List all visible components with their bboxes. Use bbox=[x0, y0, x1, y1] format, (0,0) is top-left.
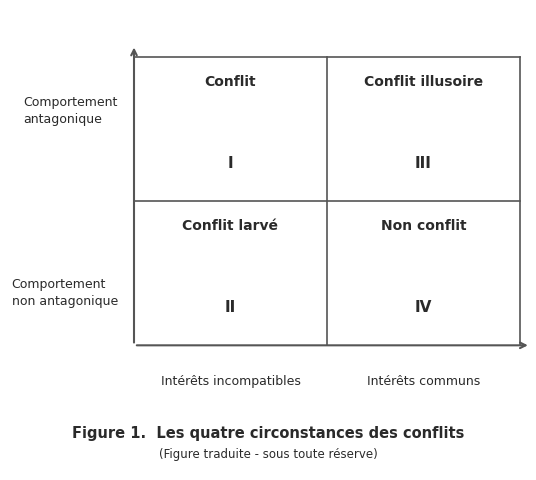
Text: I: I bbox=[228, 156, 233, 171]
Text: Comportement
non antagonique: Comportement non antagonique bbox=[12, 278, 118, 308]
Text: II: II bbox=[225, 300, 236, 315]
Text: (Figure traduite - sous toute réserve): (Figure traduite - sous toute réserve) bbox=[159, 447, 377, 460]
Text: Comportement
antagonique: Comportement antagonique bbox=[24, 96, 118, 125]
Text: Conflit: Conflit bbox=[205, 74, 256, 88]
Text: III: III bbox=[415, 156, 432, 171]
Text: Figure 1.  Les quatre circonstances des conflits: Figure 1. Les quatre circonstances des c… bbox=[72, 425, 464, 440]
Text: Intérêts incompatibles: Intérêts incompatibles bbox=[161, 374, 300, 387]
Text: Conflit larvé: Conflit larvé bbox=[182, 218, 279, 232]
Text: IV: IV bbox=[415, 300, 432, 315]
Text: Conflit illusoire: Conflit illusoire bbox=[364, 74, 483, 88]
Text: Intérêts communs: Intérêts communs bbox=[367, 374, 480, 387]
Text: Non conflit: Non conflit bbox=[381, 218, 466, 232]
